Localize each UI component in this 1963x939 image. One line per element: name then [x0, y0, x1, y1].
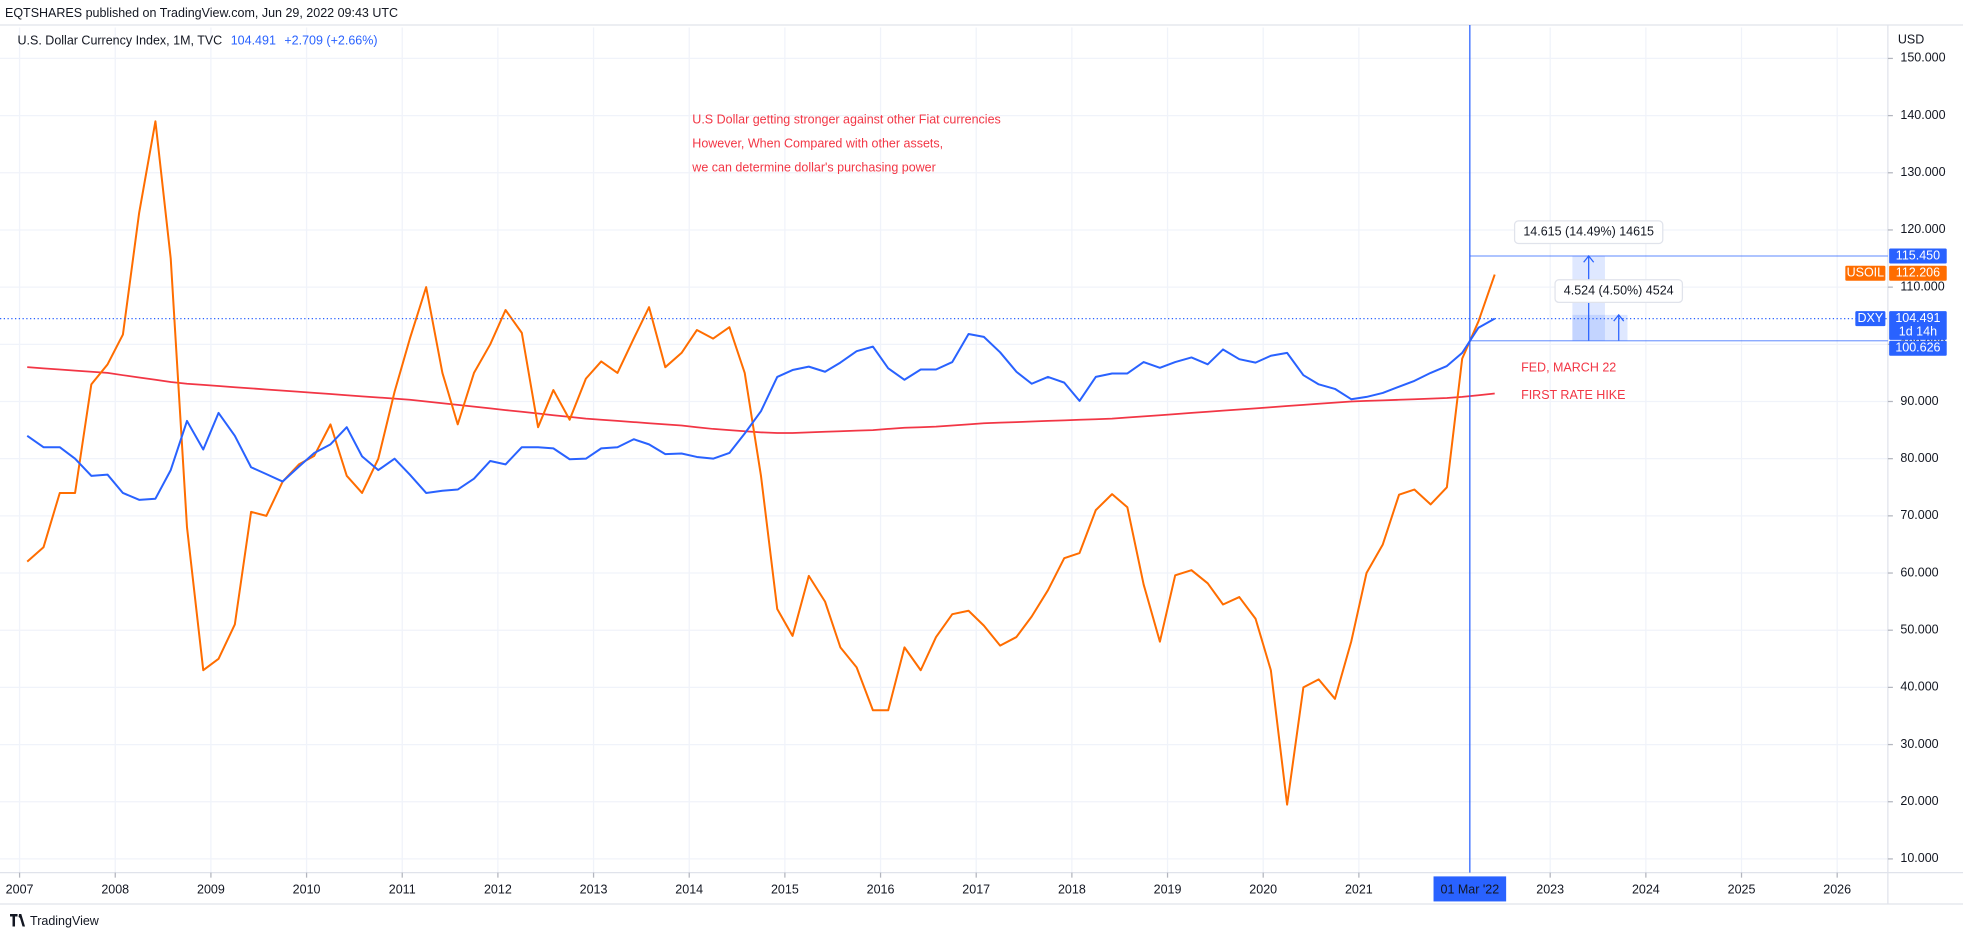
annotation-text: we can determine dollar's purchasing pow… [691, 161, 935, 175]
logo-mark [10, 913, 26, 927]
x-tick-label: 2019 [1154, 882, 1182, 896]
last-value-label-box [1889, 265, 1947, 281]
y-tick-label: 30.000 [1900, 737, 1938, 751]
y-tick-label: 120.000 [1900, 222, 1945, 236]
x-tick-label: 2007 [6, 882, 34, 896]
y-tick-label: 150.000 [1900, 51, 1945, 65]
series-name-tag-box [1845, 265, 1886, 281]
measure-label-box [1513, 220, 1664, 245]
legend-price: 104.491 [231, 34, 276, 48]
y-tick-label: 20.000 [1900, 794, 1938, 808]
y-tick-label: 110.000 [1900, 279, 1944, 293]
annotation-text: FED, MARCH 22 [1521, 360, 1616, 374]
x-tick-label: 2017 [962, 882, 990, 896]
x-tick-label: 2018 [1058, 882, 1086, 896]
x-tick-label: 2009 [197, 882, 225, 896]
x-tick-label: 2020 [1249, 882, 1277, 896]
measure-arrowhead [1583, 254, 1595, 263]
last-value-box [1889, 311, 1947, 340]
x-tick-label: 2026 [1823, 882, 1851, 896]
x-tick-label: 2013 [580, 882, 608, 896]
x-tick-label: 2025 [1728, 882, 1756, 896]
y-tick-label: 130.000 [1900, 165, 1945, 179]
level-label: 100.626 [1895, 341, 1940, 355]
last-value-label: 112.206 [1896, 266, 1940, 280]
last-value-label: 104.491 [1895, 311, 1940, 325]
y-tick-label: 80.000 [1900, 451, 1938, 465]
x-tick-label: 2008 [101, 882, 129, 896]
series-line [27, 366, 1495, 434]
x-tick-label: 2023 [1536, 882, 1564, 896]
y-tick-label: 140.000 [1900, 108, 1945, 122]
legend-change: +2.709 (+2.66%) [284, 34, 377, 48]
x-tick-label: 2010 [293, 882, 321, 896]
x-tick-label: 2016 [867, 882, 895, 896]
x-tick-label: 2021 [1345, 882, 1373, 896]
measure-label-box [1554, 279, 1684, 303]
level-label: 115.450 [1896, 248, 1940, 262]
measure-arrowhead [1613, 313, 1625, 322]
annotation-text: FIRST RATE HIKE [1521, 388, 1625, 402]
crosshair-label-box [1433, 876, 1507, 902]
series-line [26, 317, 1496, 501]
currency: USD [1898, 32, 1924, 46]
publisher: EQTSHARES published on TradingView.com, … [5, 6, 398, 20]
series-name-tag: USOIL [1847, 266, 1885, 280]
series-name-tag-box [1855, 311, 1886, 327]
level-label-box [1889, 340, 1947, 356]
countdown: 1d 14h [1899, 325, 1937, 339]
x-tick-label: 2011 [389, 882, 416, 896]
footer-logo [10, 913, 26, 927]
y-tick-label: 40.000 [1900, 680, 1938, 694]
footer-brand: TradingView [30, 914, 100, 928]
x-tick-label: 2024 [1632, 882, 1660, 896]
x-tick-label: 2015 [771, 882, 799, 896]
annotation-text: However, When Compared with other assets… [692, 137, 943, 151]
y-tick-label: 10.000 [1900, 851, 1938, 865]
measure-label: 4.524 (4.50%) 4524 [1564, 283, 1674, 297]
series-line [26, 120, 1496, 806]
y-tick-label: 70.000 [1900, 508, 1938, 522]
y-tick-label: 90.000 [1900, 394, 1938, 408]
x-tick-label: 2012 [484, 882, 512, 896]
plot [26, 120, 1496, 806]
legend: U.S. Dollar Currency Index, 1M, TVC 104.… [18, 34, 378, 48]
crosshair-label: 01 Mar '22 [1441, 882, 1500, 896]
grid [0, 27, 1888, 873]
annotation-text: U.S Dollar getting stronger against othe… [692, 112, 1000, 126]
series-name-tag: DXY [1858, 311, 1884, 325]
level-label-box [1889, 248, 1947, 264]
legend-symbol: U.S. Dollar Currency Index, 1M, TVC [18, 34, 223, 48]
measure-label: 14.615 (14.49%) 14615 [1523, 224, 1654, 238]
y-tick-label: 50.000 [1900, 623, 1938, 637]
x-tick-label: 2014 [675, 882, 703, 896]
y-tick-label: 60.000 [1900, 565, 1938, 579]
